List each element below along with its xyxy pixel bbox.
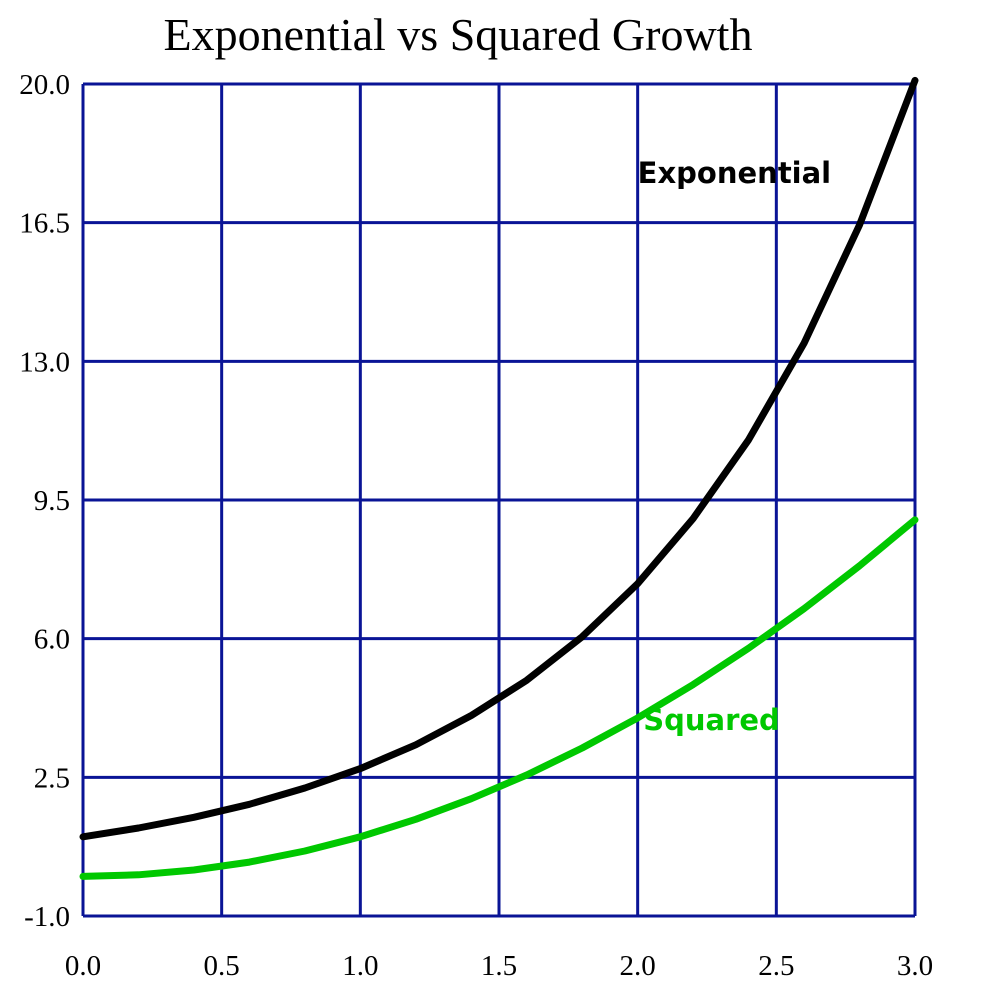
y-tick-label: 6.0 <box>34 624 70 656</box>
series-label-squared: Squared <box>643 703 780 737</box>
series-line-squared <box>79 516 919 880</box>
y-axis-ticks: -1.0 2.5 6.0 9.5 13.0 16.5 20.0 <box>19 69 70 933</box>
y-tick-label: 20.0 <box>19 69 70 101</box>
x-tick-label: 1.0 <box>342 950 378 982</box>
series-label-exponential: Exponential <box>638 156 831 190</box>
series-lines <box>79 76 919 880</box>
x-tick-label: 2.0 <box>620 950 656 982</box>
x-tick-label: 0.5 <box>204 950 240 982</box>
chart-title: Exponential vs Squared Growth <box>164 9 753 60</box>
grid <box>81 82 917 918</box>
series-labels: Exponential Squared <box>638 156 831 737</box>
y-tick-label: 13.0 <box>19 346 70 378</box>
y-tick-label: 9.5 <box>34 485 70 517</box>
x-tick-label: 3.0 <box>897 950 933 982</box>
x-tick-label: 0.0 <box>65 950 101 982</box>
y-tick-label: 16.5 <box>19 208 70 240</box>
y-tick-label: 2.5 <box>34 762 70 794</box>
x-tick-label: 2.5 <box>758 950 794 982</box>
x-axis-ticks: 0.0 0.5 1.0 1.5 2.0 2.5 3.0 <box>65 950 933 982</box>
y-tick-label: -1.0 <box>24 901 70 933</box>
x-tick-label: 1.5 <box>481 950 517 982</box>
series-line-exponential <box>79 76 919 841</box>
